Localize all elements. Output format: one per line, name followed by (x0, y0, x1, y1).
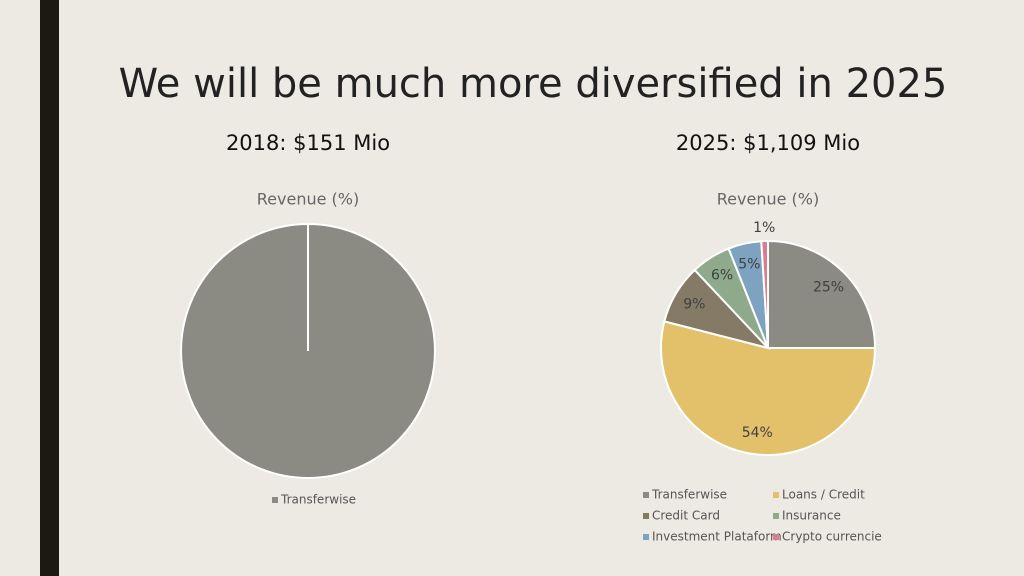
legend-label: Credit Card (652, 509, 720, 523)
legend-label: Insurance (782, 509, 841, 523)
legend-swatch (773, 534, 779, 540)
legend-label: Loans / Credit (782, 488, 865, 502)
legend-label: Transferwise (280, 493, 356, 507)
chart-title: Revenue (%) (257, 190, 359, 209)
chart-subtitle: 2025: $1,109 Mio (676, 131, 860, 155)
pie-slice (660, 320, 877, 456)
accent-bar (40, 0, 59, 576)
pie-slice (180, 222, 436, 480)
legend-swatch (643, 492, 649, 498)
legend-label: Investment Plataform (652, 530, 782, 544)
legend-swatch (272, 497, 278, 503)
pie-slice (760, 239, 769, 349)
data-label: 9% (683, 296, 705, 312)
data-label: 6% (711, 268, 733, 284)
legend-swatch (643, 513, 649, 519)
pie-slice (727, 240, 769, 349)
legend-swatch (643, 534, 649, 540)
data-label: 25% (813, 279, 844, 295)
chart-subtitle: 2018: $151 Mio (226, 131, 390, 155)
pie-slice (767, 239, 877, 349)
data-label: 5% (738, 256, 760, 272)
legend-swatch (773, 513, 779, 519)
data-label: 54% (742, 425, 773, 441)
data-label: 1% (753, 220, 775, 236)
pie-slice (693, 247, 769, 349)
legend-label: Crypto currencie (782, 530, 882, 544)
slide-title: We will be much more diversified in 2025 (119, 61, 948, 107)
pie-slice (663, 268, 772, 350)
legend-swatch (773, 492, 779, 498)
chart-title: Revenue (%) (717, 190, 819, 209)
legend-label: Transferwise (651, 488, 727, 502)
